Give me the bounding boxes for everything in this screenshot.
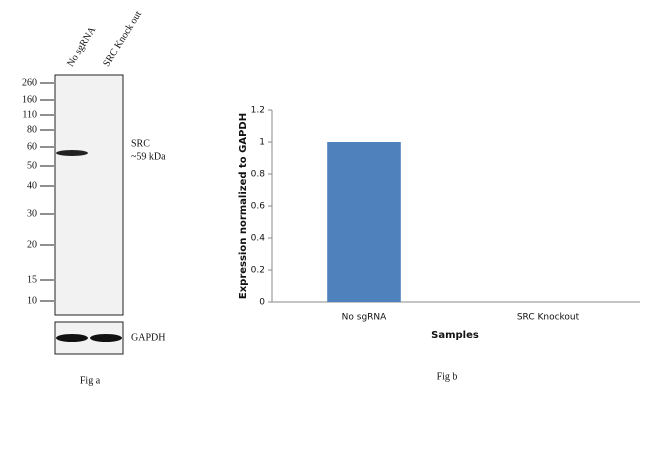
marker-label: 110 <box>22 109 37 120</box>
caption: Fig a <box>80 375 101 386</box>
blot-membrane <box>54 74 124 316</box>
src-band <box>56 150 88 156</box>
y-tick-label: 1 <box>259 138 265 148</box>
lane-label: No sgRNA <box>65 24 98 68</box>
band-size: ~59 kDa <box>131 151 166 162</box>
y-tick-label: 0.6 <box>251 202 266 212</box>
bar <box>327 142 401 302</box>
marker-label: 15 <box>27 274 37 285</box>
gapdh-band <box>90 334 122 342</box>
band-name: SRC <box>131 138 150 149</box>
marker-label: 80 <box>27 124 37 135</box>
marker-label: 40 <box>27 180 37 191</box>
y-tick-label: 0.8 <box>251 170 266 180</box>
x-tick-label: SRC Knockout <box>517 313 580 323</box>
y-tick-label: 1.2 <box>251 106 265 116</box>
y-axis-title: Expression normalized to GAPDH <box>238 113 249 299</box>
x-tick-label: No sgRNA <box>342 313 387 323</box>
y-tick-label: 0.4 <box>251 234 266 244</box>
marker-label: 10 <box>27 295 37 306</box>
y-tick-label: 0 <box>259 298 265 308</box>
marker-label: 260 <box>22 77 37 88</box>
marker-label: 30 <box>27 208 37 219</box>
lane-label: SRC Knock out <box>101 9 144 69</box>
y-tick-label: 0.2 <box>251 266 265 276</box>
gapdh-band <box>56 334 88 342</box>
x-axis-title: Samples <box>431 330 479 341</box>
marker-label: 160 <box>22 94 37 105</box>
marker-label: 50 <box>27 160 37 171</box>
caption: Fig b <box>437 371 458 382</box>
marker-label: 60 <box>27 141 37 152</box>
control-label: GAPDH <box>131 332 165 343</box>
marker-label: 20 <box>27 239 37 250</box>
